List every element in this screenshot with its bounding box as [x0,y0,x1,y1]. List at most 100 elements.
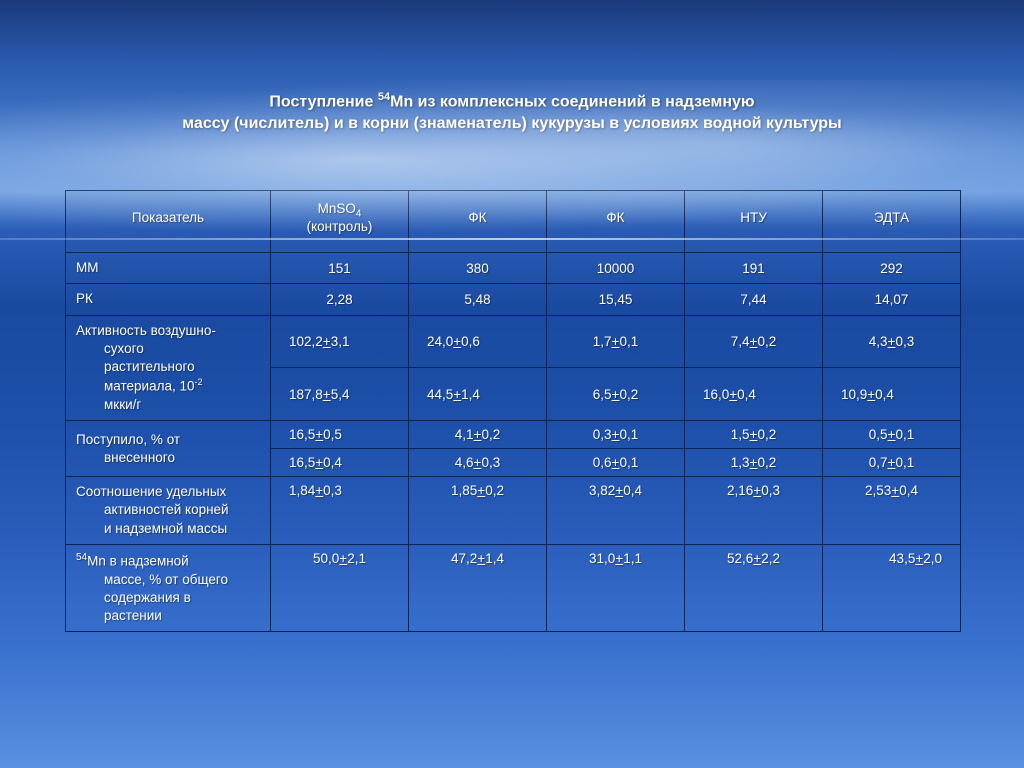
value: 50,0 [313,551,339,566]
table-row: Активность воздушно- сухого растительног… [66,315,961,368]
cell: 0,5+0,1 [823,421,961,449]
value: 7,4 [731,334,750,349]
pm-sign: + [477,483,485,498]
control-formula: MnSO [318,201,356,216]
delta: 2,0 [923,551,942,566]
cell: 191 [685,253,823,284]
cell: 0,7+0,1 [823,449,961,477]
label-text: массе, % от общего [76,571,262,589]
delta: 0,4 [875,387,894,402]
pm-sign: + [315,427,323,442]
cell: 1,5+0,2 [685,421,823,449]
data-table: Показатель MnSO4 (контроль) ФК ФК НТУ ЭД… [65,190,961,633]
value: 102,2 [289,334,323,349]
cell: 2,16+0,3 [685,477,823,545]
value: 187,8 [289,387,323,402]
cell: 380 [409,253,547,284]
cell: 1,84+0,3 [271,477,409,545]
pm-sign: + [339,551,347,566]
cell: 16,5+0,5 [271,421,409,449]
col-ntu: НТУ [685,190,823,253]
data-table-container: Показатель MnSO4 (контроль) ФК ФК НТУ ЭД… [65,190,959,633]
value: 2,53 [865,483,891,498]
delta: 0,3 [761,483,780,498]
delta: 2,2 [761,551,780,566]
cell: 10000 [547,253,685,284]
cell: 15,45 [547,284,685,315]
cell: 6,5+0,2 [547,368,685,421]
pm-sign: + [453,387,461,402]
value: 1,5 [731,427,750,442]
pm-sign: + [729,387,737,402]
cell: 24,0+0,6 [409,315,547,368]
delta: 0,2 [757,427,776,442]
isotope-superscript: 54 [76,552,87,563]
label-text: Активность воздушно- [76,323,216,338]
delta: 1,1 [623,551,642,566]
cell: 16,0+0,4 [685,368,823,421]
table-row: ММ 151 380 10000 191 292 [66,253,961,284]
slide-title: Поступление 54Mn из комплексных соединен… [0,90,1024,135]
value: 31,0 [589,551,615,566]
label-text: Поступило, % от [76,432,180,447]
cell: 52,6+2,2 [685,544,823,631]
delta: 2,1 [347,551,366,566]
delta: 0,3 [323,483,342,498]
slide: Поступление 54Mn из комплексных соединен… [0,0,1024,768]
exponent: -2 [195,377,203,387]
value: 0,7 [869,455,888,470]
label-text: внесенного [76,449,262,467]
delta: 1,4 [485,551,504,566]
label-text: материала, 10-2 [76,376,262,396]
value: 16,5 [289,455,315,470]
cell: 1,7+0,1 [547,315,685,368]
isotope-superscript: 54 [378,91,390,103]
row-label-mm: ММ [66,253,271,284]
value: 16,5 [289,427,315,442]
value: 0,6 [593,455,612,470]
pm-sign: + [315,483,323,498]
pm-sign: + [615,551,623,566]
table-header-row: Показатель MnSO4 (контроль) ФК ФК НТУ ЭД… [66,190,961,253]
col-fk1: ФК [409,190,547,253]
delta: 0,4 [899,483,918,498]
delta: 3,1 [331,334,350,349]
delta: 5,4 [331,387,350,402]
delta: 0,2 [757,455,776,470]
label-text: мкки/г [76,396,262,414]
value: 4,1 [455,427,474,442]
row-label-activity: Активность воздушно- сухого растительног… [66,315,271,421]
pm-sign: + [753,551,761,566]
table-row: РК 2,28 5,48 15,45 7,44 14,07 [66,284,961,315]
cell: 151 [271,253,409,284]
delta: 0,3 [895,334,914,349]
row-label-mn-above: 54Mn в надземной массе, % от общего соде… [66,544,271,631]
value: 2,16 [727,483,753,498]
value: 1,7 [593,334,612,349]
title-line2: массу (числитель) и в корни (знаменатель… [182,115,841,132]
value: 1,85 [451,483,477,498]
cell: 43,5+2,0 [823,544,961,631]
table-row: Поступило, % от внесенного 16,5+0,5 4,1+… [66,421,961,449]
cell: 31,0+1,1 [547,544,685,631]
title-line1-suffix: из комплексных соединений в надземную [413,93,754,110]
delta: 0,1 [619,455,638,470]
value: 52,6 [727,551,753,566]
cell: 187,8+5,4 [271,368,409,421]
label-text: растении [76,607,262,625]
value: 4,6 [455,455,474,470]
cell: 14,07 [823,284,961,315]
delta: 0,2 [757,334,776,349]
title-line1-prefix: Поступление [269,93,377,110]
cell: 3,82+0,4 [547,477,685,545]
cell: 292 [823,253,961,284]
value: 4,3 [869,334,888,349]
cell: 16,5+0,4 [271,449,409,477]
row-label-ratio: Соотношение удельных активностей корней … [66,477,271,545]
pm-sign: + [867,387,875,402]
label-text: активностей корней [76,501,262,519]
value: 47,2 [451,551,477,566]
pm-sign: + [753,483,761,498]
table-row: 54Mn в надземной массе, % от общего соде… [66,544,961,631]
delta: 1,4 [461,387,480,402]
